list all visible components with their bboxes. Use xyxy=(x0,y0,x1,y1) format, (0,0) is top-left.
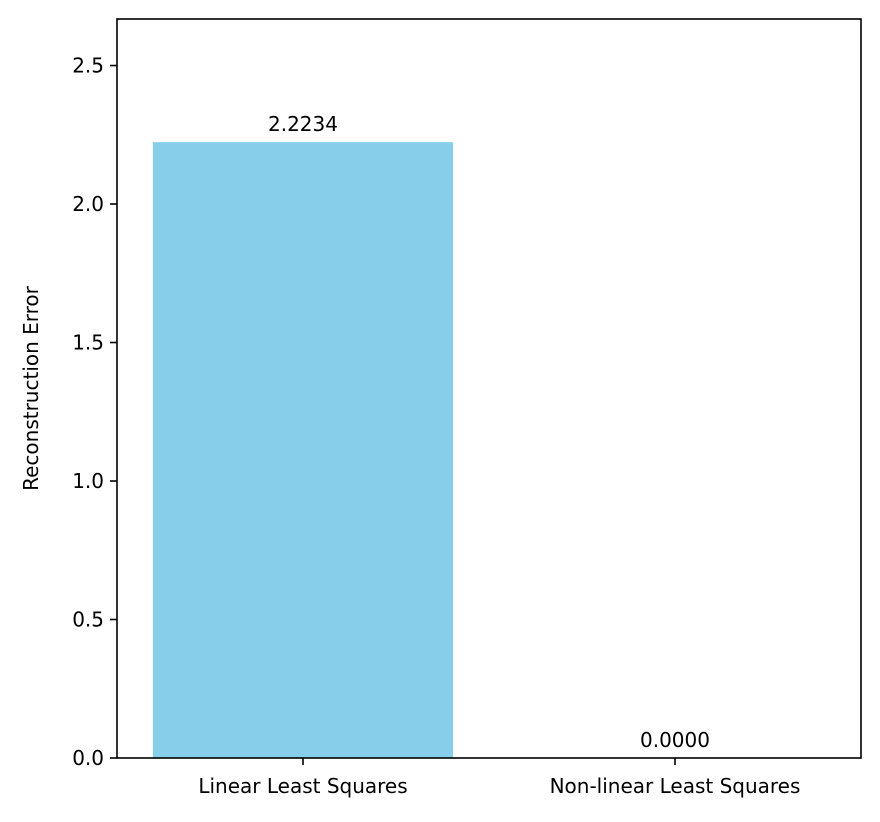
y-axis-label: Reconstruction Error xyxy=(19,285,43,491)
y-tick-label-2: 1.0 xyxy=(72,469,104,493)
x-tick-label-0: Linear Least Squares xyxy=(198,774,407,798)
y-ticks-layer: 0.0 0.5 1.0 1.5 2.0 2.5 xyxy=(72,54,117,770)
y-tick-label-4: 2.0 xyxy=(72,192,104,216)
value-labels-layer: 2.2234 0.0000 xyxy=(268,112,710,752)
bar-0 xyxy=(152,142,454,758)
bar-value-label-0: 2.2234 xyxy=(268,112,338,136)
y-tick-label-0: 0.0 xyxy=(72,746,104,770)
y-tick-label-3: 1.5 xyxy=(72,331,104,355)
y-tick-label-5: 2.5 xyxy=(72,54,104,78)
bar-value-label-1: 0.0000 xyxy=(640,728,710,752)
y-tick-label-1: 0.5 xyxy=(72,608,104,632)
x-ticks-layer: Linear Least Squares Non-linear Least Squ… xyxy=(198,758,800,798)
bars-layer xyxy=(152,142,454,758)
plot-frame xyxy=(116,18,862,759)
x-tick-label-1: Non-linear Least Squares xyxy=(550,774,801,798)
